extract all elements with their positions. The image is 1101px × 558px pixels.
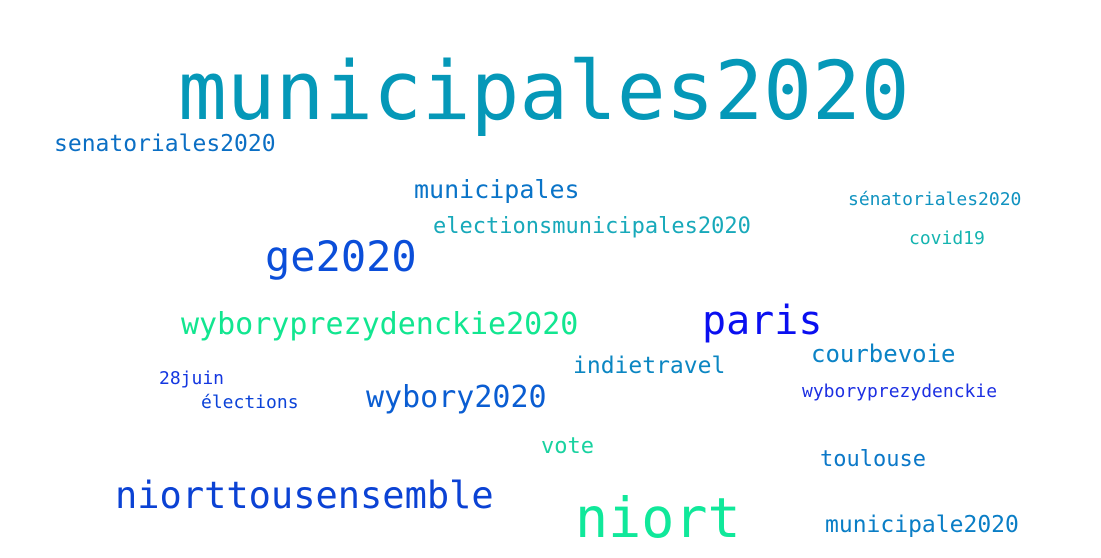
word-indietravel: indietravel: [573, 353, 726, 379]
word-wybory2020: wybory2020: [366, 380, 547, 415]
word-niort: niort: [575, 486, 741, 550]
word-elections: élections: [201, 392, 299, 413]
word-28juin: 28juin: [159, 368, 225, 389]
word-wyboryprezydenckie: wyboryprezydenckie: [802, 381, 998, 402]
word-paris: paris: [702, 298, 823, 344]
word-municipales2020: municipales2020: [178, 45, 910, 139]
word-niorttousensemble: niorttousensemble: [115, 474, 494, 517]
word-senatoriales2020: senatoriales2020: [54, 131, 276, 157]
word-ge2020: ge2020: [265, 232, 417, 281]
word-courbevoie: courbevoie: [811, 340, 956, 368]
word-senatoriales2020-accented: sénatoriales2020: [848, 189, 1022, 210]
word-vote: vote: [541, 434, 594, 459]
word-toulouse: toulouse: [820, 447, 926, 472]
word-municipales: municipales: [414, 175, 580, 204]
word-wyboryprezydenckie2020: wyboryprezydenckie2020: [181, 307, 579, 342]
word-covid19: covid19: [909, 228, 985, 249]
word-municipale2020: municipale2020: [825, 512, 1019, 538]
word-electionsmunicipales2020: electionsmunicipales2020: [433, 214, 751, 239]
